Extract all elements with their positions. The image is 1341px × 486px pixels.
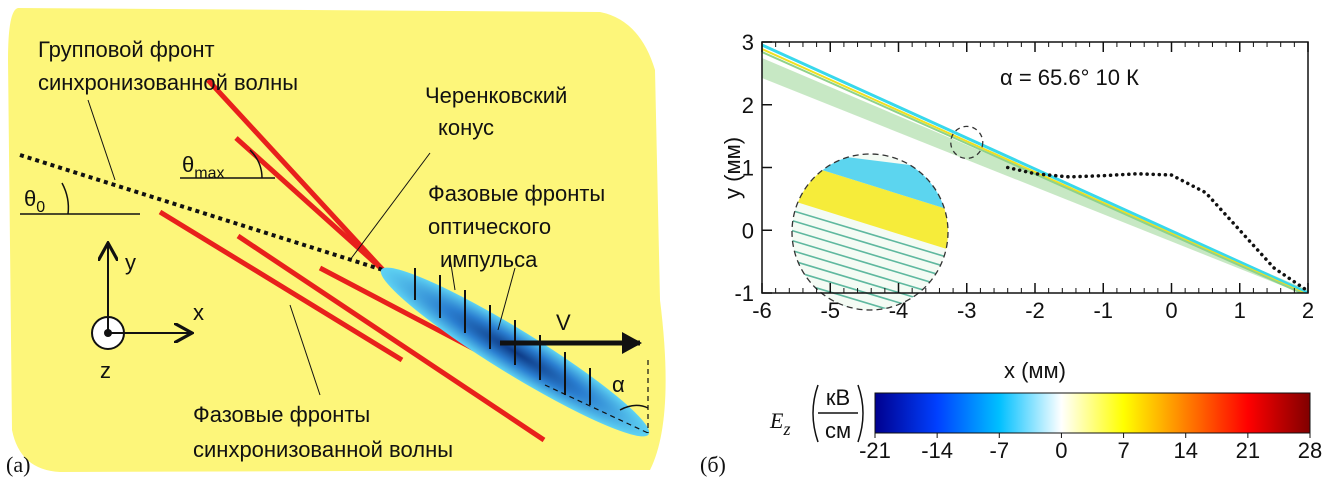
panel-label: (б) — [700, 452, 726, 477]
y-tick-label: 0 — [742, 218, 754, 243]
colorbar-tick-label: 21 — [1236, 438, 1260, 463]
label: оптического — [428, 214, 551, 239]
subscript: z — [782, 419, 790, 439]
label: V — [556, 310, 571, 335]
y-tick-label: 1 — [742, 156, 754, 181]
x-tick-label: 1 — [1234, 298, 1246, 323]
x-tick-label: -5 — [820, 298, 840, 323]
colorbar-tick-label: -14 — [921, 438, 953, 463]
label: z — [100, 358, 111, 383]
label: Фазовые фронты — [193, 402, 370, 427]
x-axis-label: x (мм) — [1004, 358, 1066, 383]
y-tick-label: -1 — [734, 281, 754, 306]
x-tick-label: -3 — [957, 298, 977, 323]
label: Групповой фронт — [38, 37, 215, 62]
x-tick-label: 2 — [1302, 298, 1314, 323]
symbol: θ — [24, 186, 36, 211]
panel-b: α = 65.6° 10 К x (мм) y (мм) (б) Ez кВ с… — [700, 30, 1322, 477]
label: x — [193, 300, 204, 325]
subscript: 0 — [36, 199, 45, 216]
annotation: α = 65.6° 10 К — [1000, 65, 1139, 90]
subscript: max — [194, 165, 224, 182]
symbol: θ — [182, 152, 194, 177]
label: импульса — [440, 247, 538, 272]
unit: см — [825, 418, 851, 443]
label: синхронизованной волны — [38, 70, 298, 95]
colorbar-tick-label: 28 — [1298, 438, 1322, 463]
colorbar-tick-label: -7 — [990, 438, 1010, 463]
unit: кВ — [826, 385, 850, 410]
colorbar-tick-label: 14 — [1173, 438, 1197, 463]
label: конус — [438, 115, 494, 140]
panel-label: (а) — [6, 452, 30, 477]
y-tick-label: 3 — [742, 30, 754, 55]
label: α — [612, 372, 625, 397]
label: y — [125, 250, 136, 275]
label: Черенковский — [425, 83, 567, 108]
x-tick-label: -2 — [1025, 298, 1045, 323]
x-tick-label: -1 — [1093, 298, 1113, 323]
colorbar-symbol: Ez — [769, 408, 790, 439]
x-tick-label: -4 — [889, 298, 909, 323]
x-tick-label: -6 — [752, 298, 772, 323]
label: Фазовые фронты — [428, 181, 605, 206]
symbol: E — [769, 408, 784, 433]
colorbar — [875, 393, 1310, 433]
label: синхронизованной волны — [193, 437, 453, 462]
colorbar-tick-label: 0 — [1055, 438, 1067, 463]
colorbar-tick-label: 7 — [1117, 438, 1129, 463]
y-tick-label: 2 — [742, 93, 754, 118]
panel-a: Групповой фронт синхронизованной волны Ч… — [6, 8, 666, 477]
x-tick-label: 0 — [1165, 298, 1177, 323]
colorbar-tick-label: -21 — [859, 438, 891, 463]
figure: Групповой фронт синхронизованной волны Ч… — [0, 0, 1341, 481]
